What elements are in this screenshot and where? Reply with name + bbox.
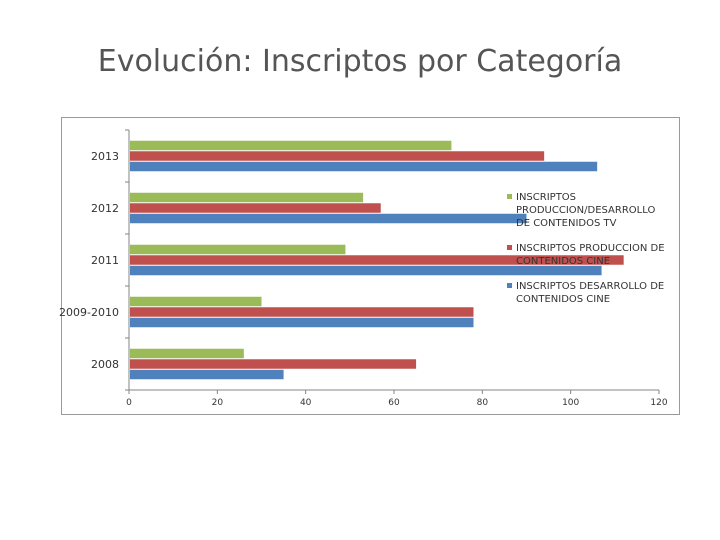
bar-2011-series-2 (130, 244, 346, 255)
bar-2009-2010-series-0 (130, 317, 474, 328)
legend-label-tv: INSCRIPTOS PRODUCCION/DESARROLLO DE CONT… (516, 192, 656, 229)
bar-2012-series-1 (130, 203, 381, 213)
legend-item-desarrollo-cine: INSCRIPTOS DESARROLLO DE CONTENIDOS CINE (507, 280, 672, 306)
bar-2012-series-0 (130, 213, 527, 224)
bar-2011-series-0 (130, 265, 602, 276)
chart-title: Evolución: Inscriptos por Categoría (97, 44, 623, 79)
x-tick-label: 0 (126, 398, 132, 408)
bar-2013-series-0 (130, 161, 598, 172)
legend-swatch-tv (507, 194, 512, 199)
legend-item-tv: INSCRIPTOS PRODUCCION/DESARROLLO DE CONT… (507, 191, 672, 230)
legend-label-desarrollo-cine: INSCRIPTOS DESARROLLO DE CONTENIDOS CINE (516, 281, 665, 305)
bar-2013-series-1 (130, 151, 545, 161)
legend-swatch-desarrollo-cine (507, 283, 512, 288)
legend-item-produccion-cine: INSCRIPTOS PRODUCCION DE CONTENIDOS CINE (507, 242, 672, 268)
y-category-label: 2013 (91, 150, 119, 163)
bar-2012-series-2 (130, 192, 364, 203)
x-tick-label: 80 (477, 398, 489, 408)
bar-2009-2010-series-2 (130, 296, 262, 307)
bar-2011-series-1 (130, 255, 624, 265)
x-tick-label: 20 (212, 398, 224, 408)
x-tick-label: 100 (562, 398, 579, 408)
x-tick-label: 60 (388, 398, 400, 408)
y-category-label: 2011 (91, 254, 119, 267)
legend-label-produccion-cine: INSCRIPTOS PRODUCCION DE CONTENIDOS CINE (516, 243, 665, 267)
bar-2008-series-2 (130, 348, 244, 359)
y-category-label: 2008 (91, 358, 119, 371)
legend-swatch-produccion-cine (507, 245, 512, 250)
bar-2008-series-0 (130, 369, 284, 380)
bar-2008-series-1 (130, 359, 417, 369)
x-tick-label: 120 (650, 398, 667, 408)
bar-2013-series-2 (130, 140, 452, 151)
x-tick-label: 40 (300, 398, 312, 408)
bar-2009-2010-series-1 (130, 307, 474, 317)
y-category-label: 2012 (91, 202, 119, 215)
y-category-label: 2009-2010 (59, 306, 119, 319)
chart-legend: INSCRIPTOS PRODUCCION/DESARROLLO DE CONT… (507, 191, 672, 318)
